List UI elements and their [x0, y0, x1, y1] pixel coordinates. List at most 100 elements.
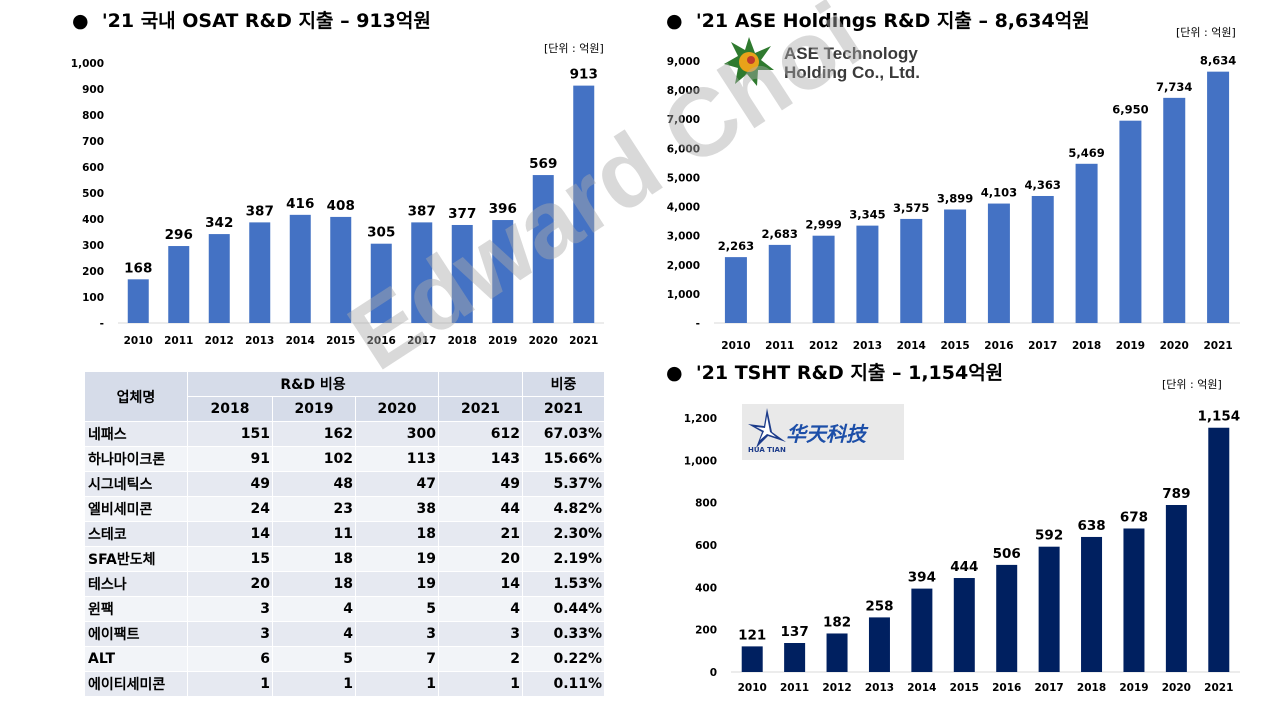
bar-value-label: 678 [1120, 509, 1148, 525]
x-tick-label: 2012 [809, 340, 838, 352]
bar [1031, 195, 1054, 323]
y-tick-label: 1,200 [684, 413, 717, 425]
bar [784, 643, 806, 672]
bar-value-label: 305 [367, 225, 395, 241]
header-year: 2019 [272, 396, 356, 422]
x-tick-label: 2012 [205, 335, 234, 347]
table-row: 스테코 14 11 18 21 2.30% [84, 521, 606, 547]
rd-value-cell: 49 [438, 471, 524, 497]
bar-value-label: 396 [489, 201, 517, 217]
y-tick-label: 600 [82, 162, 104, 174]
table-row: 윈팩 3 4 5 4 0.44% [84, 596, 606, 622]
bar-value-label: 5,469 [1068, 146, 1104, 160]
header-blank [438, 371, 524, 397]
bullet-icon: ● [666, 362, 683, 384]
company-name-cell: 시그네틱스 [84, 471, 188, 497]
x-tick-label: 2017 [407, 335, 436, 347]
bar-value-label: 416 [286, 196, 314, 212]
table-row: 시그네틱스 49 48 47 49 5.37% [84, 471, 606, 497]
huatian-logo-en: HUA TIAN [748, 446, 786, 454]
bar-value-label: 1,154 [1197, 409, 1240, 425]
bar-value-label: 394 [908, 570, 936, 586]
x-tick-label: 2016 [992, 682, 1021, 694]
bar [911, 588, 933, 672]
bar [1165, 504, 1187, 672]
bar [900, 218, 923, 323]
x-tick-label: 2011 [780, 682, 809, 694]
bar-value-label: 4,363 [1025, 178, 1061, 192]
rd-value-cell: 4 [438, 596, 524, 622]
bar [532, 175, 554, 323]
osat-rd-table: 업체명 R&D 비용 비중 2018 2019 2020 2021 2021 네… [84, 371, 606, 697]
bar [289, 214, 311, 323]
x-tick-label: 2013 [853, 340, 882, 352]
rd-value-cell: 300 [354, 421, 440, 447]
y-tick-label: 7,000 [667, 114, 700, 126]
company-name-cell: 윈팩 [84, 596, 188, 622]
bar-value-label: 296 [165, 227, 193, 243]
rd-value-cell: 3 [354, 621, 440, 647]
ase-logo: ASE Technology Holding Co., Ltd. [722, 36, 932, 88]
bar-value-label: 6,950 [1112, 103, 1148, 117]
x-tick-label: 2015 [950, 682, 979, 694]
y-tick-label: 1,000 [684, 455, 717, 467]
y-tick-label: 5,000 [667, 172, 700, 184]
x-tick-label: 2018 [1072, 340, 1101, 352]
bar-value-label: 2,263 [718, 239, 754, 253]
y-tick-label: 8,000 [667, 85, 700, 97]
rd-value-cell: 18 [354, 521, 440, 547]
share-cell: 0.33% [522, 621, 606, 647]
x-tick-label: 2011 [765, 340, 794, 352]
rd-value-cell: 4 [272, 596, 356, 622]
rd-value-cell: 3 [187, 596, 273, 622]
rd-value-cell: 24 [187, 496, 273, 522]
bar-value-label: 444 [950, 559, 978, 575]
rd-value-cell: 6 [187, 646, 273, 672]
y-tick-label: 400 [695, 582, 717, 594]
bar [987, 203, 1010, 323]
company-name-cell: 스테코 [84, 521, 188, 547]
share-cell: 0.44% [522, 596, 606, 622]
ase-logo-line1: ASE Technology [784, 44, 918, 63]
y-tick-label: 800 [82, 110, 104, 122]
x-tick-label: 2019 [488, 335, 517, 347]
header-year: 2020 [354, 396, 440, 422]
share-cell: 15.66% [522, 446, 606, 472]
bar-value-label: 3,575 [893, 201, 929, 215]
huatian-emblem-icon [748, 408, 786, 448]
bar [741, 646, 763, 672]
y-tick-label: 200 [82, 266, 104, 278]
bar [826, 633, 848, 672]
x-tick-label: 2020 [1162, 682, 1191, 694]
bar [1119, 120, 1142, 323]
ase-emblem-icon [724, 37, 774, 86]
bar-value-label: 789 [1162, 486, 1190, 502]
rd-value-cell: 47 [354, 471, 440, 497]
bar-value-label: 4,103 [981, 186, 1017, 200]
bar [953, 578, 975, 672]
x-tick-label: 2015 [326, 335, 355, 347]
ase-unit-label: [단위 : 억원] [1176, 26, 1236, 39]
y-tick-label: 900 [82, 84, 104, 96]
bar-value-label: 638 [1077, 518, 1105, 534]
x-tick-label: 2018 [1077, 682, 1106, 694]
share-cell: 4.82% [522, 496, 606, 522]
rd-value-cell: 1 [354, 671, 440, 697]
rd-value-cell: 1 [272, 671, 356, 697]
x-tick-label: 2017 [1028, 340, 1057, 352]
rd-value-cell: 14 [187, 521, 273, 547]
share-cell: 0.22% [522, 646, 606, 672]
x-tick-label: 2010 [721, 340, 750, 352]
bar-value-label: 913 [570, 67, 598, 83]
rd-value-cell: 14 [438, 571, 524, 597]
rd-value-cell: 44 [438, 496, 524, 522]
rd-value-cell: 151 [187, 421, 273, 447]
x-tick-label: 2016 [367, 335, 396, 347]
table-row: ALT 6 5 7 2 0.22% [84, 646, 606, 672]
bar-value-label: 3,345 [849, 208, 885, 222]
header-share-year: 2021 [522, 396, 606, 422]
bar [573, 85, 595, 324]
rd-value-cell: 2 [438, 646, 524, 672]
x-tick-label: 2010 [124, 335, 153, 347]
